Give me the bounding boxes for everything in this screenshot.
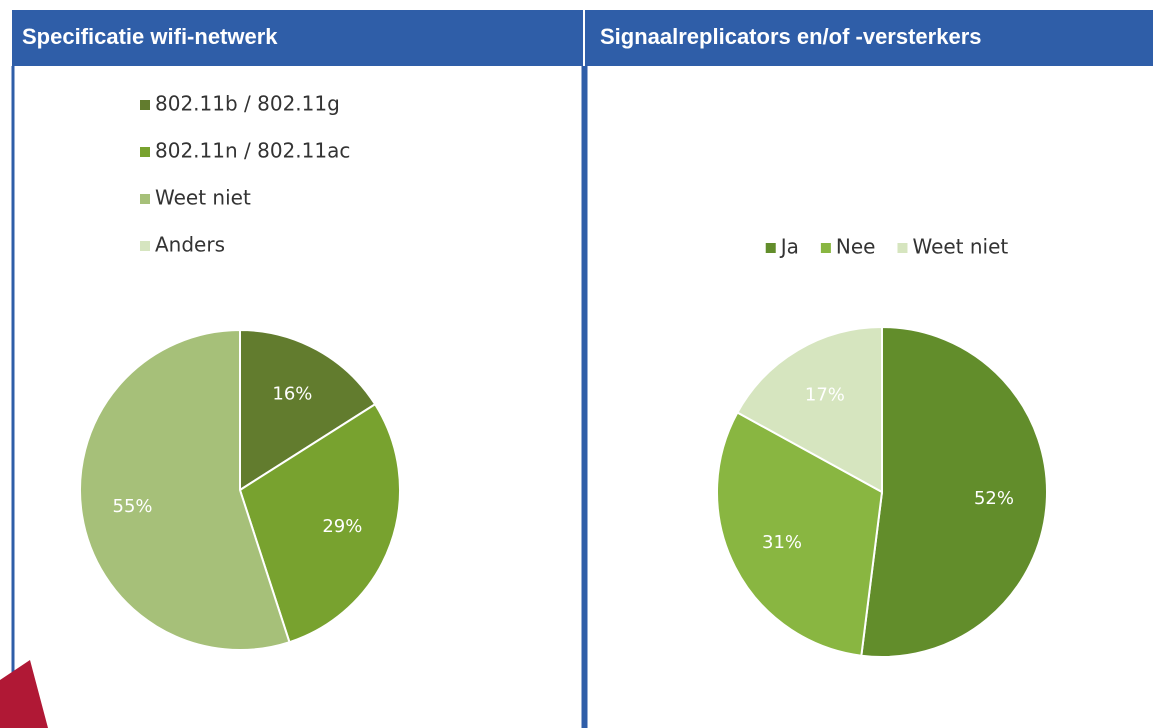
data-label: 52%: [974, 488, 1014, 509]
legend-label: Weet niet: [912, 235, 1008, 259]
legend-label: 802.11b / 802.11g: [155, 92, 340, 116]
chart-title: Signaalreplicators en/of -versterkers: [600, 24, 982, 49]
chart-title: Specificatie wifi-netwerk: [22, 24, 278, 49]
data-label: 55%: [113, 496, 153, 517]
pie-slice: [860, 325, 1048, 658]
legend-swatch: [140, 194, 150, 204]
pie-slice: [716, 411, 884, 657]
header-left: [12, 10, 583, 66]
data-label: 31%: [762, 532, 802, 553]
legend-swatch: [140, 147, 150, 157]
panel-border: [11, 66, 588, 728]
data-label: 17%: [805, 384, 845, 405]
header-right: [585, 10, 1153, 66]
legend-label: Weet niet: [155, 186, 251, 210]
legend-label: Anders: [155, 233, 225, 257]
pie-slice: [239, 328, 377, 492]
legend-swatch: [765, 243, 776, 253]
pie-slice: [238, 402, 401, 644]
decoration: [0, 660, 48, 728]
pie-slice: [79, 328, 291, 651]
legend-label: Ja: [779, 235, 799, 259]
legend-swatch: [140, 241, 150, 251]
data-label: 16%: [272, 384, 312, 405]
legend-label: 802.11n / 802.11ac: [155, 139, 350, 163]
data-label: 29%: [322, 516, 362, 537]
legend-label: Nee: [836, 235, 876, 259]
pie-slice: [736, 325, 883, 494]
legend-swatch: [820, 243, 831, 253]
legend-swatch: [140, 100, 150, 110]
legend-swatch: [897, 243, 908, 253]
